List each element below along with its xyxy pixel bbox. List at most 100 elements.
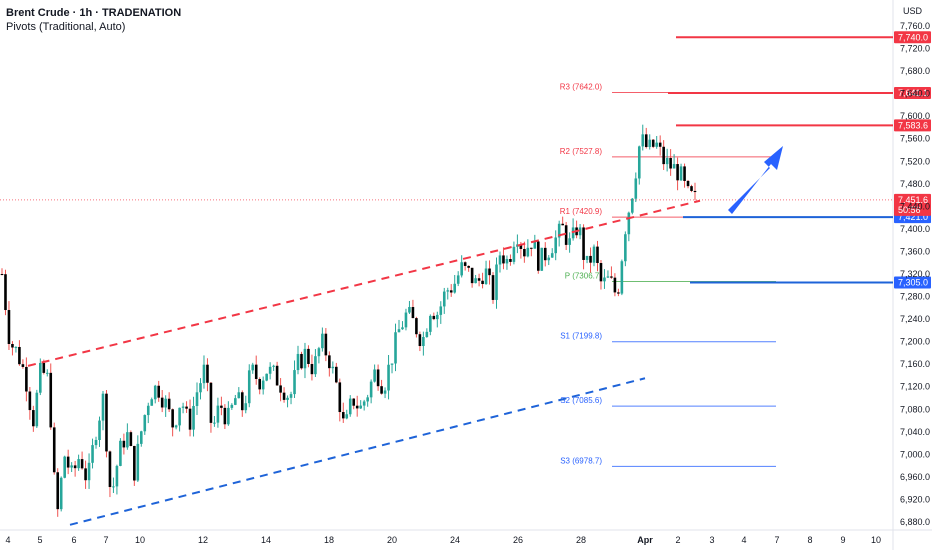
candle-body xyxy=(105,393,108,452)
x-tick-label: 4 xyxy=(741,535,746,545)
x-tick-label: 6 xyxy=(71,535,76,545)
candle-body xyxy=(568,238,571,245)
lower-trendline xyxy=(69,377,646,526)
candle-body xyxy=(0,274,4,275)
candle-body xyxy=(157,385,161,398)
candle-body xyxy=(4,274,7,311)
candle-body xyxy=(213,422,216,424)
y-tick-label: 7,120.0 xyxy=(900,382,930,392)
candle-body xyxy=(216,405,220,423)
level-price-tag-text: 7,421.0 xyxy=(898,212,928,222)
x-tick-label: 26 xyxy=(513,535,523,545)
candle-body xyxy=(202,364,206,384)
candle-body xyxy=(335,366,338,383)
candle-body xyxy=(536,241,540,271)
y-tick-label: 7,520.0 xyxy=(900,156,930,166)
candle-body xyxy=(425,331,429,337)
candle-body xyxy=(7,310,11,345)
candle-body xyxy=(223,407,227,425)
candle-body xyxy=(589,255,592,263)
x-tick-label: 28 xyxy=(576,535,586,545)
candle-body xyxy=(122,440,126,448)
candle-body xyxy=(516,244,519,247)
x-tick-label: 5 xyxy=(37,535,42,545)
candle-body xyxy=(474,278,477,284)
pivot-lines: R3 (7642.0) R2 (7527.8) R1 (7420.9) P (7306… xyxy=(560,83,776,467)
candle-body xyxy=(491,275,495,300)
candle-body xyxy=(240,392,244,411)
candle-body xyxy=(119,440,122,466)
candle-body xyxy=(362,401,366,406)
candle-body xyxy=(143,415,147,432)
y-tick-label: 7,320.0 xyxy=(900,269,930,279)
y-tick-label: 7,760.0 xyxy=(900,21,930,31)
candle-body xyxy=(272,365,275,367)
candle-body xyxy=(73,465,77,469)
candle-body xyxy=(523,248,526,257)
candle-body xyxy=(596,246,599,264)
last-price-tag-countdown: 50:56 xyxy=(898,205,921,215)
candle-body xyxy=(296,353,300,371)
candle-body xyxy=(470,267,474,284)
candle-body xyxy=(317,348,321,357)
candle-body xyxy=(328,355,331,369)
candle-body xyxy=(505,258,509,264)
candle-body xyxy=(261,380,265,390)
candles xyxy=(0,124,697,517)
x-tick-label: 8 xyxy=(807,535,812,545)
candle-body xyxy=(265,373,268,381)
candle-body xyxy=(467,265,470,268)
candle-body xyxy=(442,291,446,307)
price-axis[interactable]: 7,760.0 7,720.0 7,680.0 7,640.0 7,600.0 7,560… xyxy=(900,21,930,527)
pivot-label-p: P (7306.7) xyxy=(565,271,603,280)
y-tick-label: 6,880.0 xyxy=(900,517,930,527)
candle-body xyxy=(578,227,582,236)
last-price-tag-value: 7,451.6 xyxy=(898,195,928,205)
time-axis[interactable]: 4 5 6 7 10 12 14 18 20 24 26 28 Apr 2 3 4 7 8 9 10 xyxy=(5,535,881,545)
candle-body xyxy=(411,307,415,319)
x-tick-label: 12 xyxy=(198,535,208,545)
candle-body xyxy=(56,472,60,510)
candle-body xyxy=(613,277,617,293)
candle-body xyxy=(502,255,505,264)
x-tick-label: 18 xyxy=(324,535,334,545)
x-tick-label: 3 xyxy=(709,535,714,545)
candle-body xyxy=(561,223,564,226)
candle-body xyxy=(164,398,167,408)
y-tick-label: 7,560.0 xyxy=(900,134,930,144)
indicator-label[interactable]: Pivots (Traditional, Auto) xyxy=(6,21,126,33)
candle-body xyxy=(133,445,136,481)
candle-body xyxy=(244,403,248,411)
candle-body xyxy=(18,346,21,365)
candle-body xyxy=(282,392,286,400)
bullish-arrow-shape xyxy=(728,146,783,214)
candle-body xyxy=(495,264,498,300)
candle-body xyxy=(620,261,624,294)
candle-body xyxy=(439,306,443,315)
candle-body xyxy=(150,399,154,406)
candle-body xyxy=(178,407,181,426)
candle-body xyxy=(665,157,669,165)
candle-body xyxy=(690,186,693,191)
candle-body xyxy=(195,392,199,406)
symbol-title[interactable]: Brent Crude · 1h · TRADENATION xyxy=(6,7,182,19)
candle-body xyxy=(404,312,408,328)
x-tick-label: Apr xyxy=(637,535,653,545)
currency-label[interactable]: USD xyxy=(903,6,923,16)
candle-body xyxy=(199,383,202,393)
candle-body xyxy=(314,356,317,375)
candle-body xyxy=(606,276,610,278)
y-tick-label: 7,000.0 xyxy=(900,449,930,459)
level-price-tag xyxy=(894,276,931,289)
y-tick-label: 7,160.0 xyxy=(900,359,930,369)
candle-body xyxy=(369,381,373,398)
candle-body xyxy=(185,406,188,409)
candle-body xyxy=(286,397,289,400)
level-price-tag-text: 7,641.1 xyxy=(898,88,928,98)
candle-body xyxy=(275,365,279,386)
candle-body xyxy=(380,386,383,394)
y-tick-label: 7,680.0 xyxy=(900,66,930,76)
candle-body xyxy=(338,382,342,413)
